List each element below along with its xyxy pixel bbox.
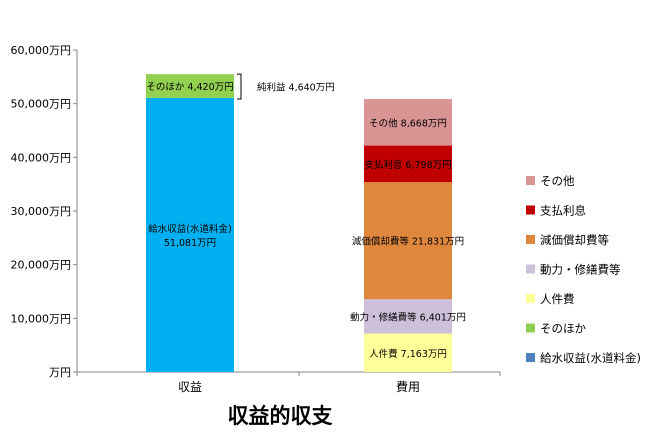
legend-swatch <box>526 205 535 215</box>
bar-segment <box>364 145 452 183</box>
data-label: 給水収益(水道料金) <box>148 223 231 235</box>
net-profit-bracket <box>237 73 242 100</box>
legend-swatch <box>526 264 535 274</box>
y-tick-label: 10,000万円 <box>11 312 72 325</box>
y-tick-label: 40,000万円 <box>11 151 72 164</box>
y-tick-label: 万円 <box>49 366 71 379</box>
bar-segment <box>146 74 234 98</box>
bar-segment <box>146 97 234 373</box>
bar-segment <box>364 182 452 300</box>
legend-label: 支払利息 <box>540 204 586 218</box>
data-label: その他 8,668万円 <box>369 117 447 129</box>
legend-label: 減価償却費等 <box>540 233 609 247</box>
chart-title: 収益的収支 <box>227 404 333 428</box>
legend-label: 動力・修繕費等 <box>540 263 621 277</box>
data-label: 減価償却費等 21,831万円 <box>352 236 464 248</box>
y-tick-label: 20,000万円 <box>11 259 72 272</box>
legend-swatch <box>526 353 535 362</box>
legend-swatch <box>526 176 535 185</box>
x-tick-label: 費用 <box>396 379 420 394</box>
legend-swatch <box>526 323 535 333</box>
x-tick-label: 収益 <box>178 380 202 394</box>
legend-label: その他 <box>540 174 575 188</box>
net-profit-annotation: 純利益 4,640万円 <box>257 82 335 94</box>
y-tick-label: 60,000万円 <box>11 44 72 57</box>
legend-label: 人件費 <box>540 292 575 306</box>
data-label: 51,081万円 <box>164 238 216 249</box>
legend-label: 給水収益(水道料金) <box>540 351 641 365</box>
legend-swatch <box>526 294 535 303</box>
data-label: 支払利息 6,798万円 <box>364 159 451 171</box>
y-tick-label: 50,000万円 <box>11 98 72 111</box>
bar-segment <box>364 299 452 334</box>
bar-segment <box>364 333 452 372</box>
legend-label: そのほか <box>540 322 586 336</box>
legend-swatch <box>526 235 535 244</box>
bar-segment <box>364 99 452 146</box>
y-tick-label: 30,000万円 <box>11 205 72 218</box>
data-label: 動力・修繕費等 6,401万円 <box>350 311 466 323</box>
data-label: 人件費 7,163万円 <box>369 348 447 360</box>
data-label: そのほか 4,420万円 <box>146 82 233 93</box>
